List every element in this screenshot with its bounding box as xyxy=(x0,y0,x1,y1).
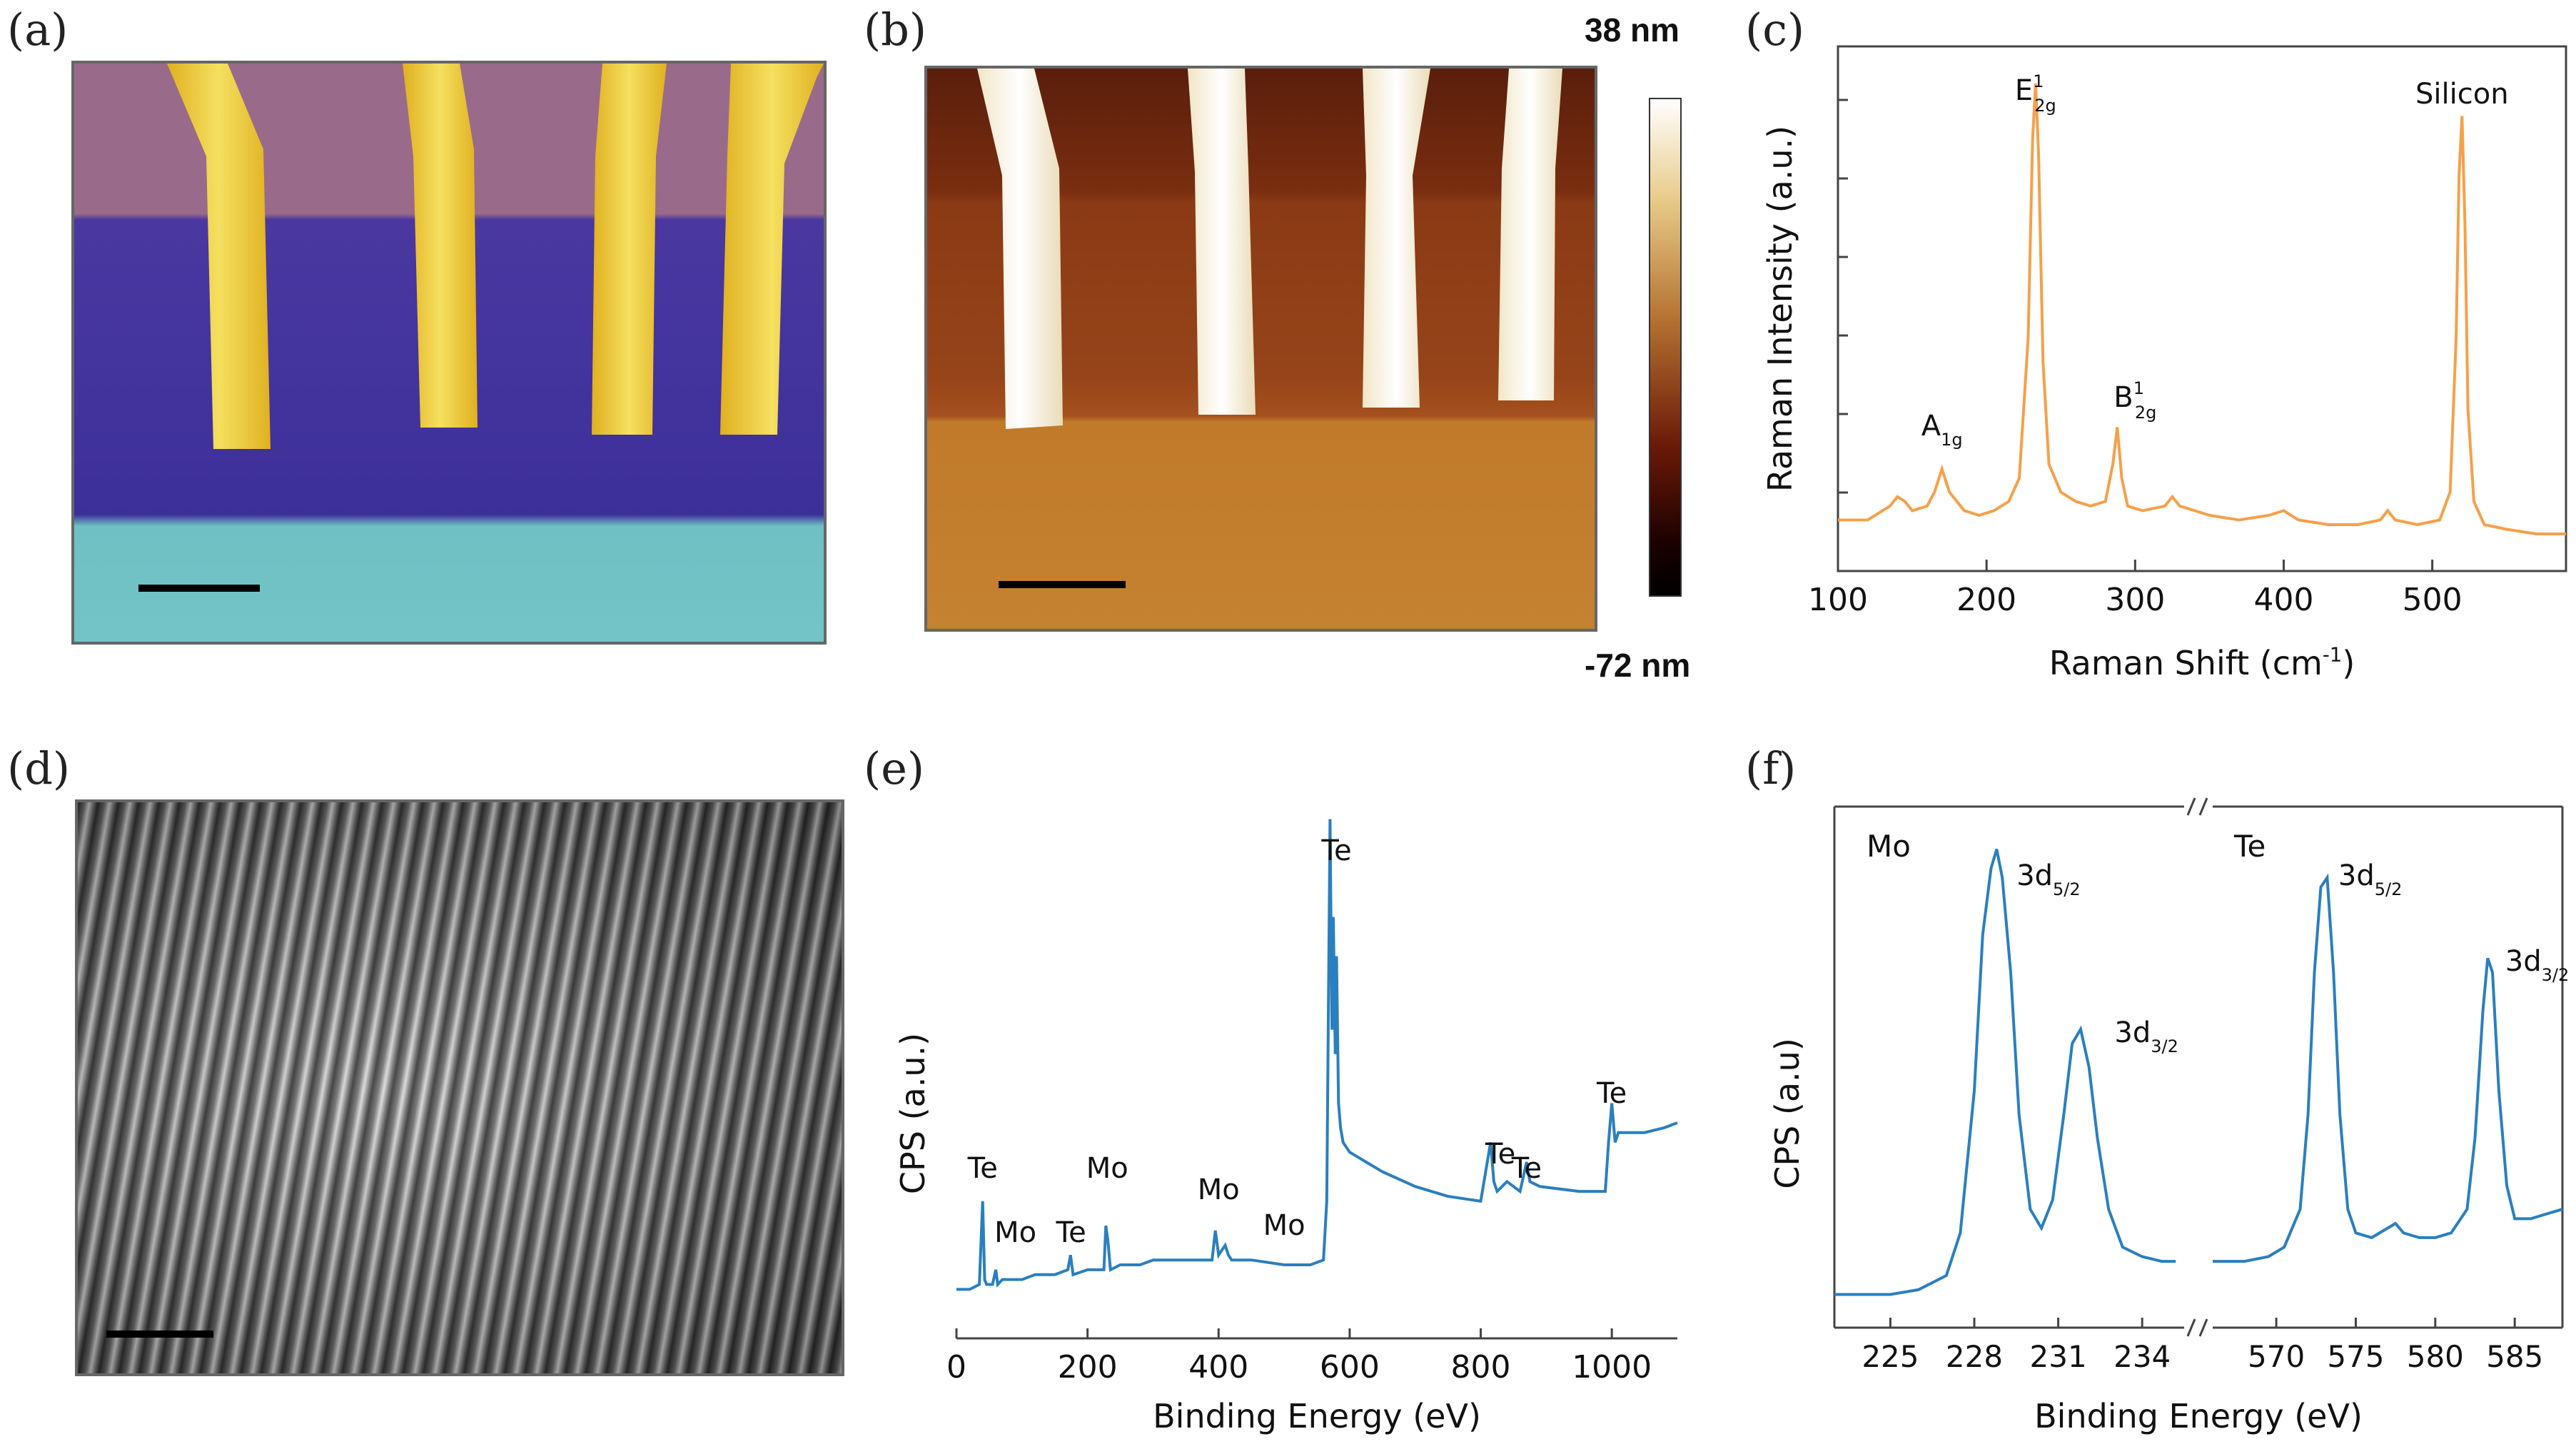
scale-bar xyxy=(138,585,260,592)
peak-label: Silicon xyxy=(2415,78,2509,111)
peak-label: Mo xyxy=(1198,1173,1240,1206)
peak-label: 3d5/2 xyxy=(2338,859,2402,899)
series-line-te xyxy=(2213,873,2563,1263)
x-tick-label: 400 xyxy=(1188,1349,1248,1385)
peak-label: Te xyxy=(967,1152,998,1185)
x-tick-label: 800 xyxy=(1451,1349,1511,1385)
afm-electrode-3 xyxy=(1363,69,1430,408)
afm-image xyxy=(924,66,1597,632)
axis-break-mark xyxy=(2198,1318,2208,1337)
electrode-2 xyxy=(403,64,478,428)
x-tick-label: 585 xyxy=(2486,1339,2543,1374)
hrtem-lattice-image xyxy=(75,799,844,1376)
peak-label: Te xyxy=(1485,1138,1515,1171)
y-axis-label: Raman Intensity (a.u.) xyxy=(1763,126,1799,492)
x-tick-label: 200 xyxy=(1058,1349,1118,1385)
colorbar-max-label: 38 nm xyxy=(1585,11,1680,49)
optical-micrograph xyxy=(71,61,827,645)
x-tick-label: 300 xyxy=(2105,582,2165,618)
series-line xyxy=(1838,83,2566,535)
peak-label: Te xyxy=(1320,834,1351,867)
panel-label-e: (e) xyxy=(864,742,925,794)
peak-label: B1 2g xyxy=(2113,378,2156,423)
height-colorbar xyxy=(1649,98,1682,597)
panel-label-a: (a) xyxy=(7,4,69,56)
x-tick-label: 400 xyxy=(2253,582,2313,618)
axis-break-mark xyxy=(2186,797,2196,816)
scale-bar-afm xyxy=(999,581,1126,588)
x-tick-label: 225 xyxy=(1862,1339,1919,1374)
axis-break-mark xyxy=(2198,797,2208,816)
element-label-te: Te xyxy=(2233,829,2266,864)
peak-label: Mo xyxy=(994,1216,1036,1249)
panel-label-b: (b) xyxy=(864,4,927,56)
afm-electrode-4 xyxy=(1498,69,1562,400)
x-axis-label: Raman Shift (cm-1) xyxy=(2049,643,2355,682)
x-tick-label: 228 xyxy=(1946,1339,2003,1374)
x-tick-label: 231 xyxy=(2030,1339,2087,1374)
peak-label: Mo xyxy=(1086,1152,1128,1185)
panel-label-d: (d) xyxy=(7,742,71,794)
peak-label: Te xyxy=(1511,1152,1542,1185)
peak-label: A1g xyxy=(1921,410,1963,450)
electrode-fingers xyxy=(167,64,824,449)
y-axis-label: CPS (a.u) xyxy=(1768,1038,1807,1189)
peak-label: Mo xyxy=(1263,1209,1305,1242)
element-label-mo: Mo xyxy=(1867,829,1911,864)
x-tick-label: 200 xyxy=(1956,582,2016,618)
axis-break-mark xyxy=(2186,1318,2196,1337)
panel-label-f: (f) xyxy=(1745,742,1797,794)
series-line-mo xyxy=(1834,849,2176,1296)
peak-label: 3d3/2 xyxy=(2505,945,2569,985)
x-tick-label: 1000 xyxy=(1572,1349,1652,1385)
peak-label: 3d5/2 xyxy=(2016,859,2080,899)
peak-label: Te xyxy=(1596,1077,1627,1110)
electrode-1 xyxy=(167,64,271,449)
panel-label-c: (c) xyxy=(1745,4,1805,56)
x-axis-label: Binding Energy (eV) xyxy=(1153,1397,1481,1435)
plot-frame xyxy=(1837,45,2567,572)
x-tick-label: 570 xyxy=(2248,1339,2305,1374)
x-tick-label: 580 xyxy=(2407,1339,2464,1374)
series-line xyxy=(956,819,1678,1291)
peak-label: Te xyxy=(1056,1216,1086,1249)
x-tick-label: 234 xyxy=(2113,1339,2171,1374)
afm-electrodes xyxy=(977,69,1562,429)
hrtem-shading xyxy=(78,802,842,1373)
raman-chart: 100 200 300 400 500 Raman Shift (cm-1) Raman I… xyxy=(1763,45,2567,682)
x-tick-label: 100 xyxy=(1808,582,1868,618)
y-axis-label: CPS (a.u.) xyxy=(894,1033,932,1194)
peak-label: E1 2g xyxy=(2015,71,2056,116)
electrode-3 xyxy=(592,64,667,435)
x-tick-label: 500 xyxy=(2403,582,2463,618)
afm-electrode-1 xyxy=(977,69,1063,429)
x-tick-label: 600 xyxy=(1320,1349,1380,1385)
afm-electrode-2 xyxy=(1188,69,1256,415)
peak-label: 3d3/2 xyxy=(2114,1016,2178,1056)
xps-survey-chart: 0 200 400 600 800 1000 Binding Energy (eV) CPS … xyxy=(894,819,1678,1435)
electrode-4 xyxy=(720,64,824,435)
x-axis-label: Binding Energy (eV) xyxy=(2034,1397,2363,1435)
xps-high-res-chart: 225 228 231 234 Mo 3d5/2 3d3/2 570 575 580 585 Te 3d… xyxy=(1768,797,2569,1435)
scale-bar-hrtem xyxy=(106,1331,213,1338)
colorbar-min-label: -72 nm xyxy=(1585,647,1691,684)
x-tick-label: 575 xyxy=(2327,1339,2384,1374)
x-tick-label: 0 xyxy=(946,1349,966,1385)
